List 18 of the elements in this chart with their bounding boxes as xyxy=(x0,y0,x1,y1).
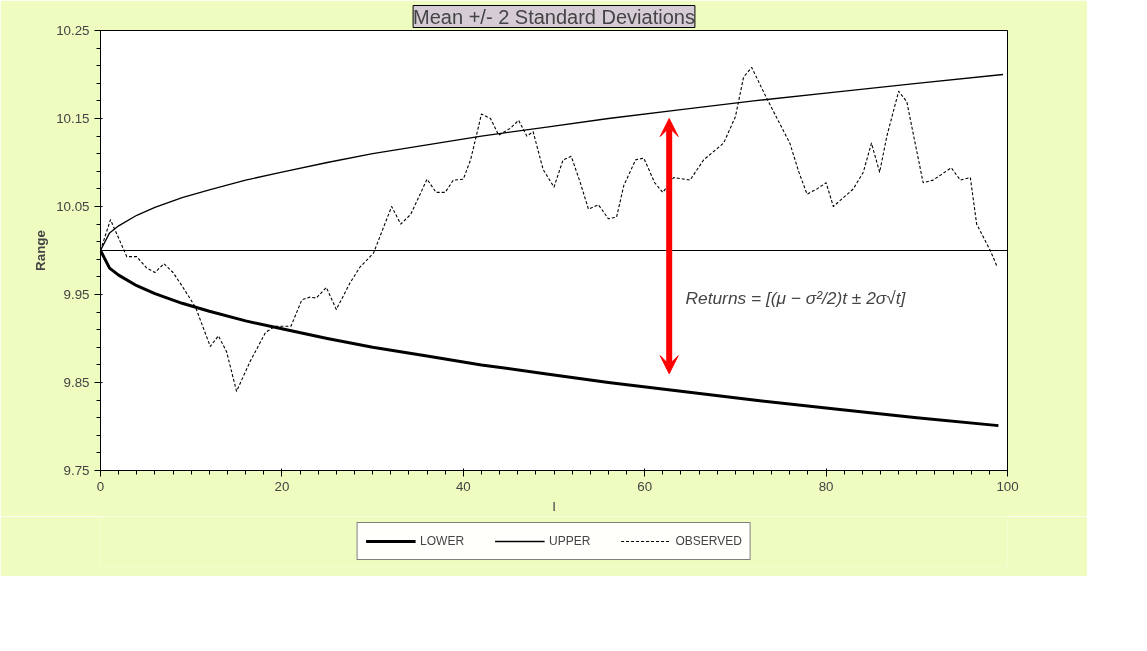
y-tick-label: 10.25 xyxy=(56,23,90,38)
y-axis-title: Range xyxy=(33,230,49,271)
x-tick-label: 20 xyxy=(274,478,290,494)
x-tick-label: 40 xyxy=(455,478,471,494)
x-axis-title: I xyxy=(552,498,556,514)
x-tick-label: 60 xyxy=(637,478,653,494)
y-tick-label: 9.85 xyxy=(63,375,90,390)
y-tick-label: 10.05 xyxy=(56,199,90,214)
x-tick-label: 0 xyxy=(96,478,105,494)
legend-label: OBSERVED xyxy=(675,534,742,548)
legend-label: UPPER xyxy=(549,534,591,548)
y-tick-label: 10.15 xyxy=(56,111,90,126)
x-tick-label: 100 xyxy=(996,478,1019,494)
x-tick-label: 80 xyxy=(818,478,834,494)
y-tick-label: 9.95 xyxy=(63,287,90,302)
legend-label: LOWER xyxy=(420,534,465,548)
y-tick-label: 9.75 xyxy=(63,463,90,478)
annotation: Returns = [(μ − σ²/2)t ± 2σ√t] xyxy=(685,287,907,308)
